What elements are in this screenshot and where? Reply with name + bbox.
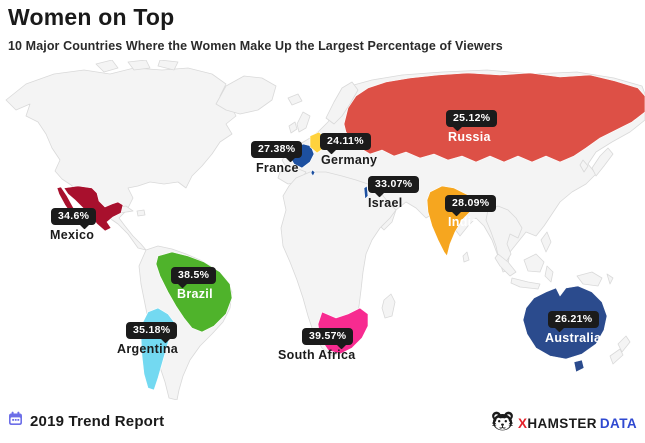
land-japan-korea — [579, 147, 614, 177]
value-badge: 28.09% — [445, 195, 497, 213]
land-iceland — [287, 93, 303, 106]
brand-logo: X HAMSTER DATA — [490, 410, 637, 437]
land-british-isles — [288, 111, 311, 134]
land-new-guinea — [576, 271, 614, 287]
country-name: France — [256, 161, 299, 176]
value-badge: 35.18% — [126, 322, 178, 340]
logo-suffix: DATA — [599, 416, 637, 431]
world-map — [0, 60, 645, 400]
value-badge: 25.12% — [446, 110, 498, 128]
country-name: Argentina — [117, 342, 179, 357]
country-name: Germany — [321, 153, 378, 168]
value-badge: 33.07% — [368, 176, 420, 194]
value-badge: 26.21% — [548, 311, 600, 329]
label-germany: 24.11% Germany — [320, 131, 377, 167]
land-madagascar — [381, 293, 396, 319]
value-badge: 38.5% — [171, 267, 217, 285]
land-arctic-islands — [95, 60, 179, 73]
header: Women on Top 10 Major Countries Where th… — [8, 4, 638, 53]
value-badge: 27.38% — [251, 141, 303, 159]
value-badge: 39.57% — [302, 328, 354, 346]
country-name: Russia — [448, 130, 491, 145]
label-argentina: 35.18% Argentina — [117, 320, 178, 356]
label-russia: 25.12% Russia — [446, 108, 498, 145]
land-indochina — [485, 205, 523, 273]
land-sri-lanka — [462, 251, 470, 263]
label-france: 27.38% France — [251, 139, 303, 176]
value-badge: 24.11% — [320, 133, 371, 151]
country-israel — [363, 185, 369, 200]
land-scandinavia — [325, 81, 359, 125]
calendar-icon — [8, 411, 23, 431]
land-new-zealand — [609, 335, 631, 365]
country-name: Israel — [368, 196, 403, 211]
country-name: Brazil — [177, 287, 213, 302]
page-title: Women on Top — [8, 4, 175, 30]
label-india: 28.09% India — [445, 193, 497, 230]
label-mexico: 34.6% Mexico — [50, 206, 97, 243]
country-australia — [522, 285, 608, 373]
label-brazil: 38.5% Brazil — [171, 265, 217, 302]
page-subtitle: 10 Major Countries Where the Women Make … — [8, 39, 503, 53]
trend-report: 2019 Trend Report — [8, 411, 164, 431]
country-name: South Africa — [278, 348, 356, 363]
land-indonesia — [494, 231, 554, 290]
country-name: India — [448, 215, 479, 230]
label-south-africa: 39.57% South Africa — [278, 326, 355, 362]
hamster-icon — [490, 410, 515, 437]
logo-x: X — [517, 416, 528, 431]
world-map-svg — [5, 60, 645, 400]
label-australia: 26.21% Australia — [545, 309, 602, 346]
land-greenland — [215, 75, 277, 115]
country-name: Australia — [545, 331, 602, 346]
label-israel: 33.07% Israel — [368, 174, 420, 211]
country-name: Mexico — [50, 228, 95, 243]
report-label: 2019 Trend Report — [30, 412, 165, 430]
land-north-america — [5, 67, 237, 251]
value-badge: 34.6% — [51, 208, 97, 226]
logo-name: HAMSTER — [527, 416, 597, 431]
footer: 2019 Trend Report — [0, 403, 645, 443]
